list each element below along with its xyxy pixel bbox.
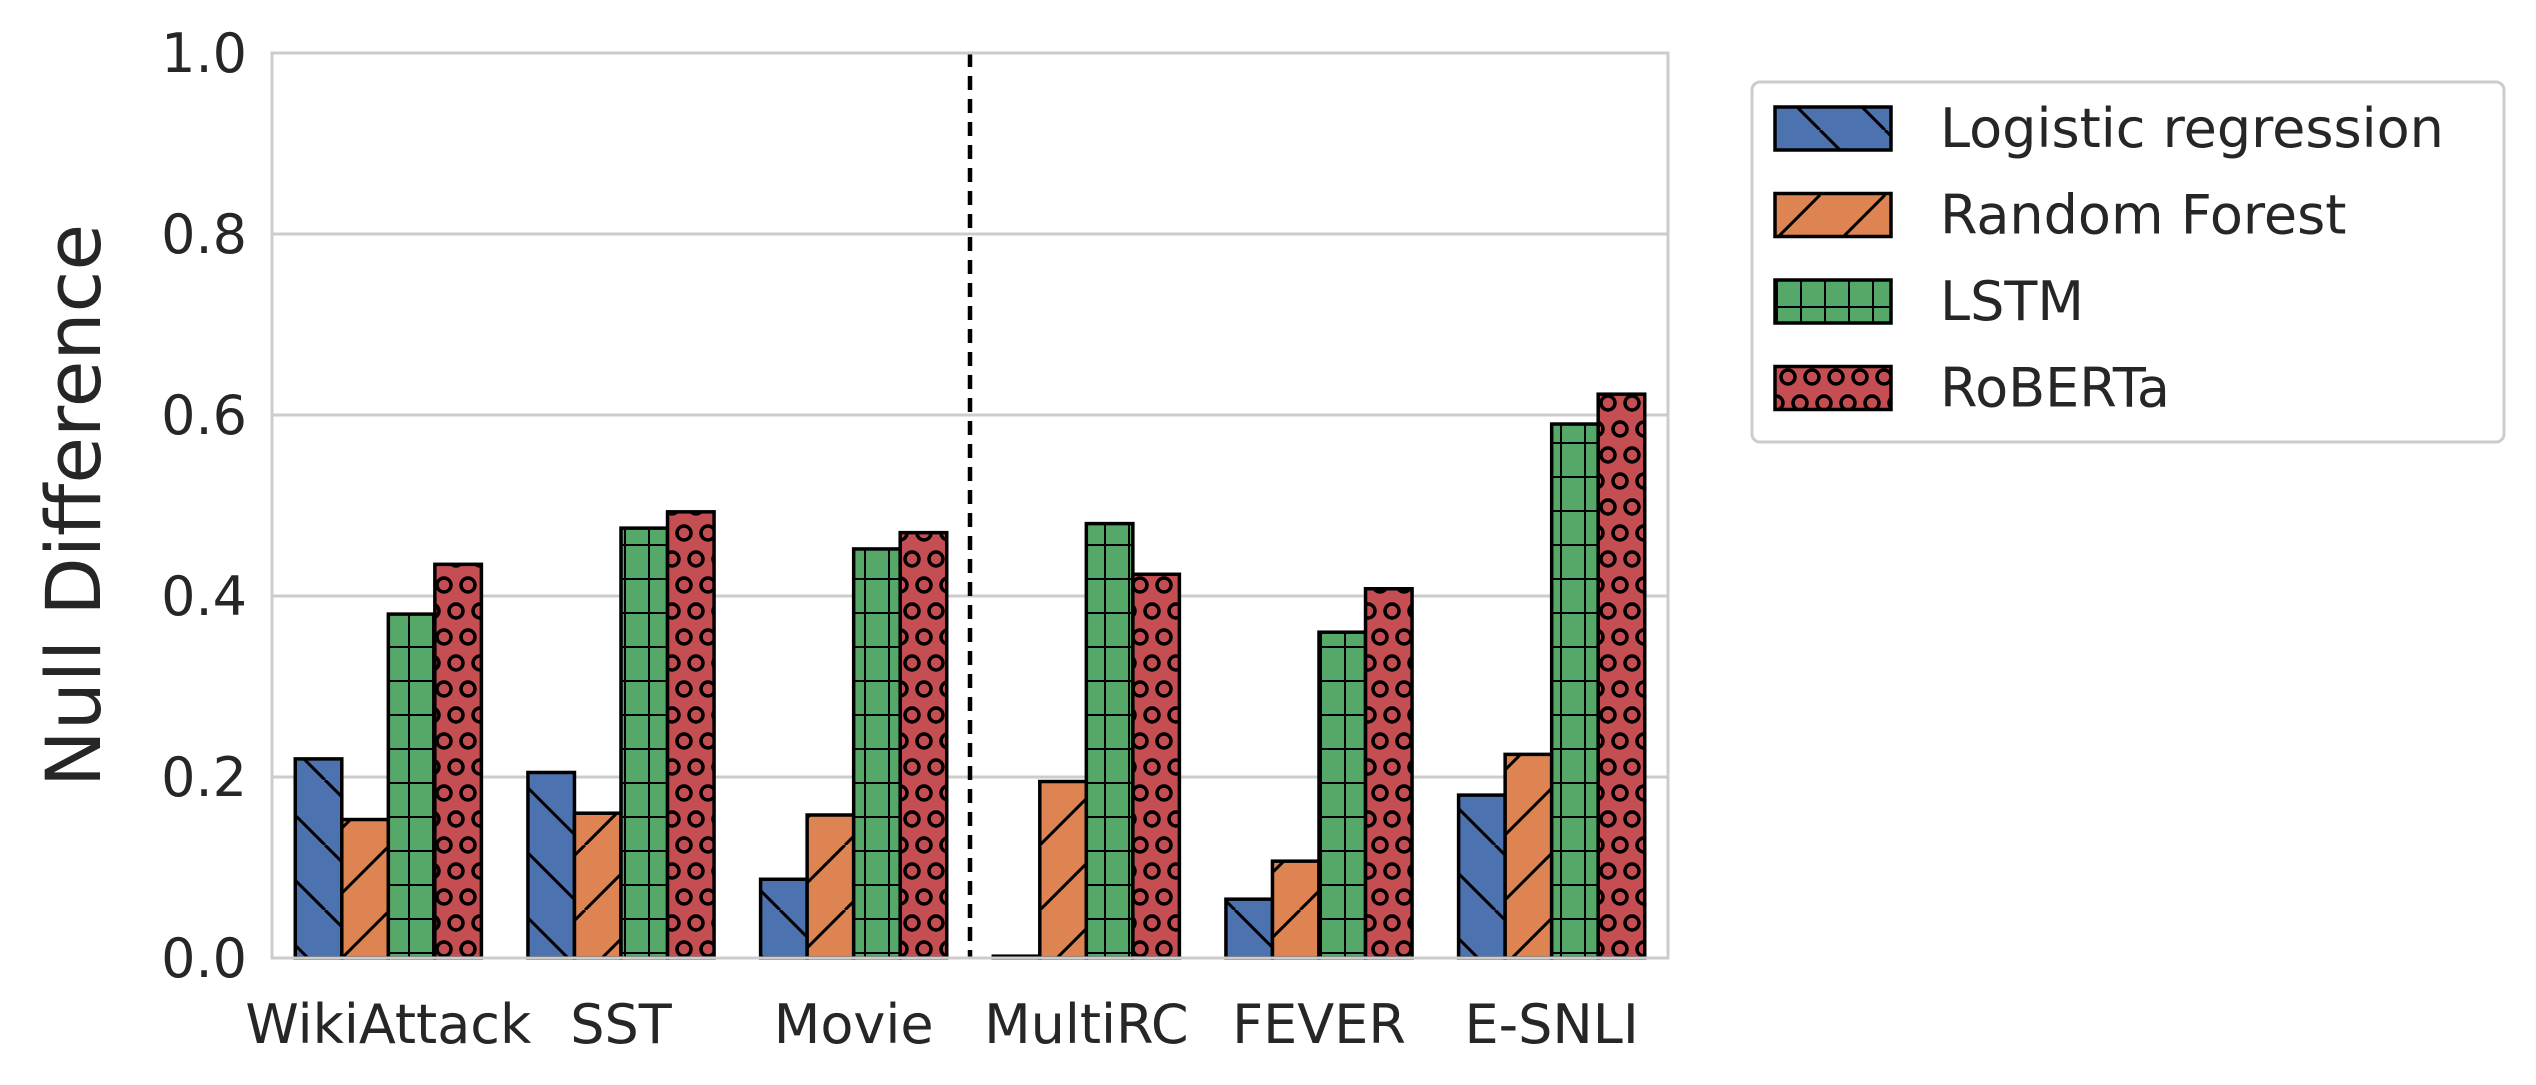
bar-hatch-random-forest-multirc [1038,779,1089,960]
y-tick-label: 0.0 [161,927,247,990]
y-axis-label: Null Difference [29,224,118,787]
bar-hatch-roberta-fever [1363,587,1414,960]
bar-hatch-lstm-movie [851,547,902,960]
legend-item-random-forest: Random Forest [1773,184,2346,247]
bar-hatch-random-forest-e-snli [1503,752,1554,960]
bar-hatch-lstm-fever [1317,630,1368,960]
legend-swatch-hatch [1773,278,1893,325]
plot-frame [270,51,1670,960]
x-tick-label-sst: SST [570,993,673,1056]
x-tick-labels: WikiAttack SST Movie MultiRC FEVER E-SNLI [245,993,1638,1056]
bar-hatch-lstm-sst [619,526,670,960]
y-tick-label: 0.4 [161,565,247,628]
bar-hatch-roberta-multirc [1131,572,1182,960]
bar-hatch-random-forest-fever [1270,859,1321,960]
bar-hatch-logistic-regression-wikiattack [293,757,344,960]
x-tick-label-movie: Movie [774,993,934,1056]
y-tick-labels: 0.0 0.2 0.4 0.6 0.8 1.0 [161,22,247,990]
x-tick-label-fever: FEVER [1232,993,1406,1056]
bar-hatch-roberta-sst [665,510,716,960]
legend-item-lstm: LSTM [1773,270,2084,333]
bar-hatch-logistic-regression-e-snli [1456,793,1507,960]
legend-swatch-hatch [1773,105,1893,152]
bar-hatch-random-forest-movie [805,813,856,960]
x-tick-label-multirc: MultiRC [984,993,1189,1056]
legend-label: Random Forest [1940,184,2346,247]
bar-hatch-lstm-multirc [1084,521,1135,960]
bar-hatch-roberta-e-snli [1596,392,1647,960]
legend-label: LSTM [1940,270,2084,333]
y-tick-label: 0.8 [161,203,247,266]
bar-hatch-logistic-regression-movie [758,877,809,960]
legend-label: RoBERTa [1940,357,2170,420]
bar-hatch-roberta-movie [898,530,949,960]
x-tick-label-wikiattack: WikiAttack [245,993,532,1056]
bar-hatch-logistic-regression-fever [1224,897,1275,960]
x-tick-label-e-snli: E-SNLI [1465,993,1639,1056]
legend-swatch-hatch [1773,364,1893,412]
bar-hatch-roberta-wikiattack [433,562,484,960]
bar-hatch-random-forest-wikiattack [340,817,391,960]
bar-hatch-lstm-wikiattack [386,612,437,960]
y-tick-label: 1.0 [161,22,247,85]
legend-swatch-hatch [1773,191,1893,239]
legend-frame [1750,80,2506,444]
legend: Logistic regression Random Forest LSTM RoBE… [1750,80,2506,444]
y-tick-label: 0.2 [161,746,247,809]
legend-item-roberta: RoBERTa [1773,357,2170,420]
legend-label: Logistic regression [1940,97,2444,160]
bar-hatch-logistic-regression-sst [526,770,577,960]
bar-hatch-lstm-e-snli [1549,422,1600,960]
bar-hatch-random-forest-sst [572,811,623,960]
y-tick-label: 0.6 [161,384,247,447]
legend-item-logistic-regression: Logistic regression [1773,97,2444,160]
